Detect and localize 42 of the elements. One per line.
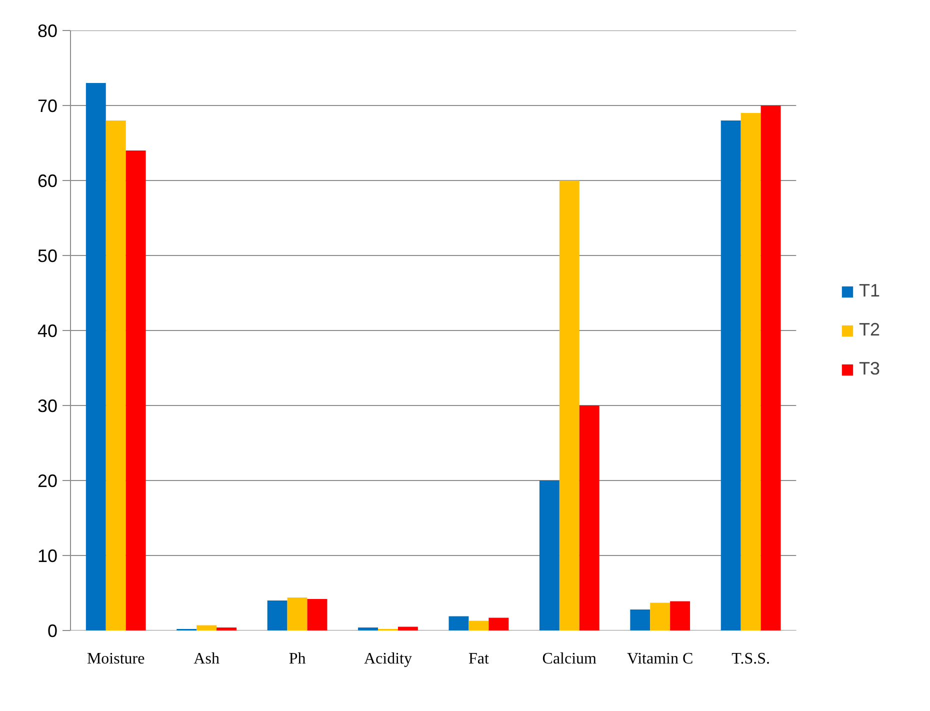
bar [287, 598, 308, 630]
y-tick-label: 40 [37, 321, 58, 341]
bar [740, 113, 761, 630]
bar [720, 120, 741, 630]
bar [579, 406, 600, 630]
x-tick-label: Vitamin C [627, 650, 694, 668]
bar [267, 600, 288, 630]
bar [559, 180, 580, 630]
y-tick-label: 30 [37, 396, 58, 416]
x-tick-label: Ph [288, 650, 306, 668]
bar [398, 626, 418, 630]
x-tick-label: T.S.S. [732, 650, 770, 668]
bar [468, 620, 489, 630]
y-tick-label: 0 [47, 621, 58, 641]
legend-label: T2 [858, 320, 880, 340]
x-tick-label: Moisture [86, 650, 145, 668]
bar [650, 602, 670, 630]
bar [358, 628, 378, 630]
bar [488, 618, 509, 630]
legend-label: T3 [858, 358, 880, 380]
bar [630, 610, 650, 630]
y-tick-label: 10 [37, 546, 58, 566]
legend-label: T1 [858, 280, 880, 302]
bar [106, 120, 126, 630]
bar [86, 83, 106, 630]
bar [196, 625, 217, 630]
y-tick-label: 50 [37, 246, 58, 266]
bar [670, 601, 690, 630]
x-tick-label: Ash [194, 650, 220, 668]
x-tick-label: Acidity [364, 650, 412, 668]
y-tick-label: 70 [37, 96, 58, 116]
x-tick-label: Fat [468, 650, 490, 668]
bar [307, 599, 328, 630]
x-tick-label: Calcium [542, 650, 598, 668]
y-tick-label: 60 [37, 171, 58, 191]
bar [539, 480, 560, 630]
bar [448, 616, 469, 630]
y-tick-label: 20 [37, 471, 58, 491]
bar [126, 150, 146, 630]
bar [216, 628, 236, 630]
y-tick-label: 80 [37, 21, 58, 41]
bar [760, 106, 781, 630]
